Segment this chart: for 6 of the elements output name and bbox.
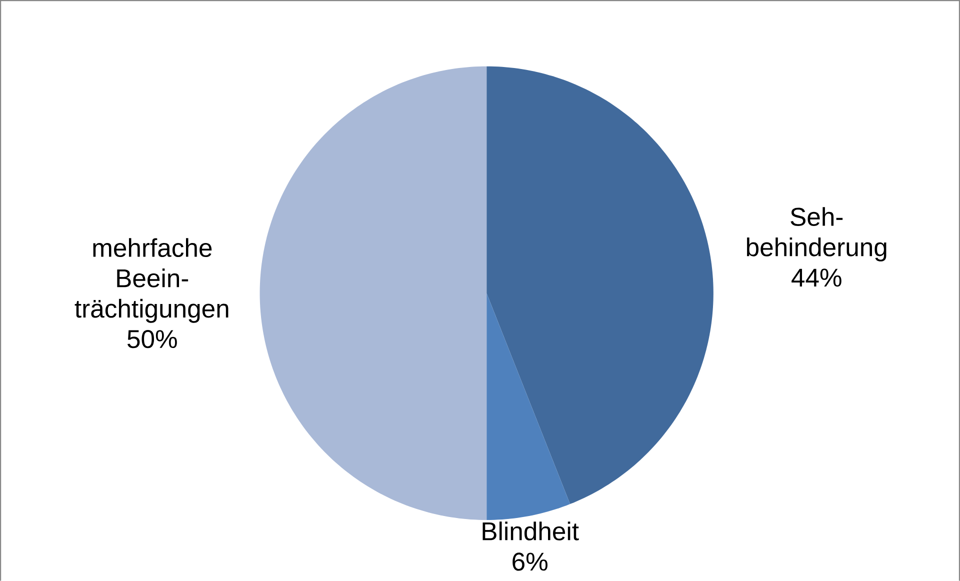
data-label: 50% xyxy=(128,330,177,348)
slice-label: Blindheit xyxy=(482,521,579,540)
slice-label: mehrfache Beein-trächtigungen xyxy=(74,238,228,323)
data-label: 6% xyxy=(512,552,548,571)
data-label: 44% xyxy=(792,268,842,286)
slice-label: Seh-behinderung xyxy=(746,206,886,262)
